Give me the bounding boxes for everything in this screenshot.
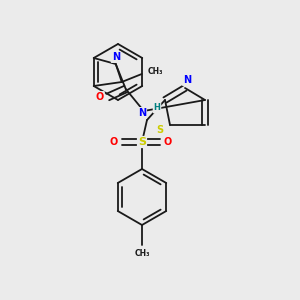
Text: CH₃: CH₃	[148, 67, 164, 76]
Text: O: O	[164, 137, 172, 147]
Text: CH₃: CH₃	[134, 250, 150, 259]
Text: S: S	[138, 137, 146, 147]
Text: O: O	[110, 137, 118, 147]
Text: N: N	[138, 108, 146, 118]
Text: N: N	[183, 75, 191, 85]
Text: N: N	[112, 52, 120, 62]
Text: H: H	[154, 103, 160, 112]
Text: O: O	[96, 92, 104, 102]
Text: S: S	[156, 125, 164, 135]
